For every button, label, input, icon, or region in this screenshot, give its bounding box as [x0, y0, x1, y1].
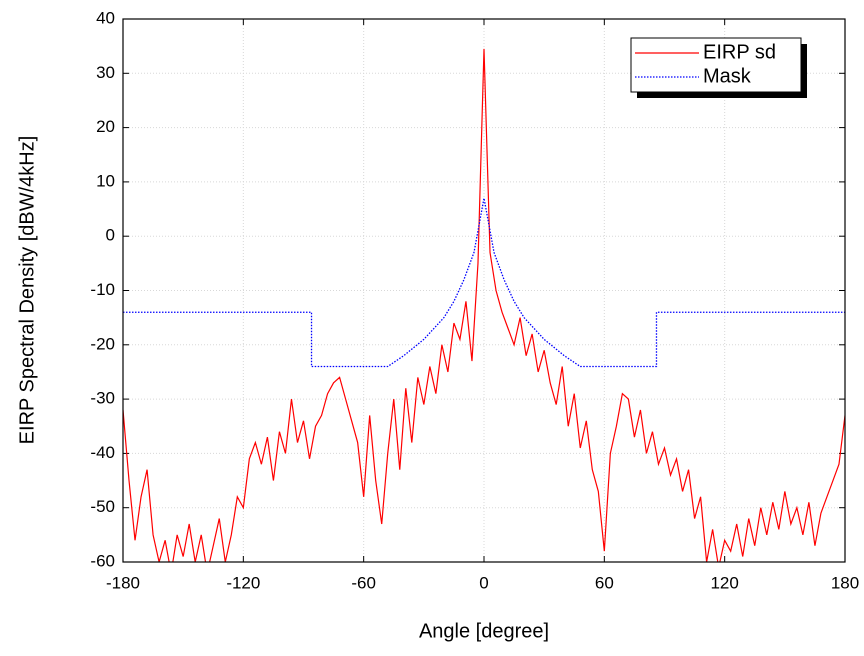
y-tick-label: 10 [96, 171, 115, 190]
x-tick-label: -120 [226, 573, 260, 592]
y-tick-label: -10 [90, 280, 115, 299]
plot-frame [122, 18, 846, 563]
y-tick-label: 40 [96, 8, 115, 27]
y-tick-label: -30 [90, 389, 115, 408]
x-tick-label: 180 [831, 573, 859, 592]
y-tick-label: -20 [90, 334, 115, 353]
x-axis-label: Angle [degree] [419, 620, 549, 642]
y-tick-label: 0 [106, 226, 115, 245]
y-tick-label: 30 [96, 63, 115, 82]
y-tick-label: -50 [90, 497, 115, 516]
y-axis-label: EIRP Spectral Density [dBW/4kHz] [16, 136, 38, 445]
y-tick-label: -60 [90, 551, 115, 570]
x-tick-label: 60 [595, 573, 614, 592]
y-tick-label: -40 [90, 443, 115, 462]
x-tick-label: 120 [710, 573, 738, 592]
x-tick-label: 0 [479, 573, 488, 592]
series-line [123, 48, 845, 562]
legend-label: Mask [703, 65, 752, 87]
legend [630, 37, 802, 93]
y-tick-label: 20 [96, 117, 115, 136]
x-tick-label: -180 [106, 573, 140, 592]
plot-lines [123, 48, 845, 562]
legend-label: EIRP sd [703, 41, 776, 63]
x-tick-label: -60 [351, 573, 376, 592]
